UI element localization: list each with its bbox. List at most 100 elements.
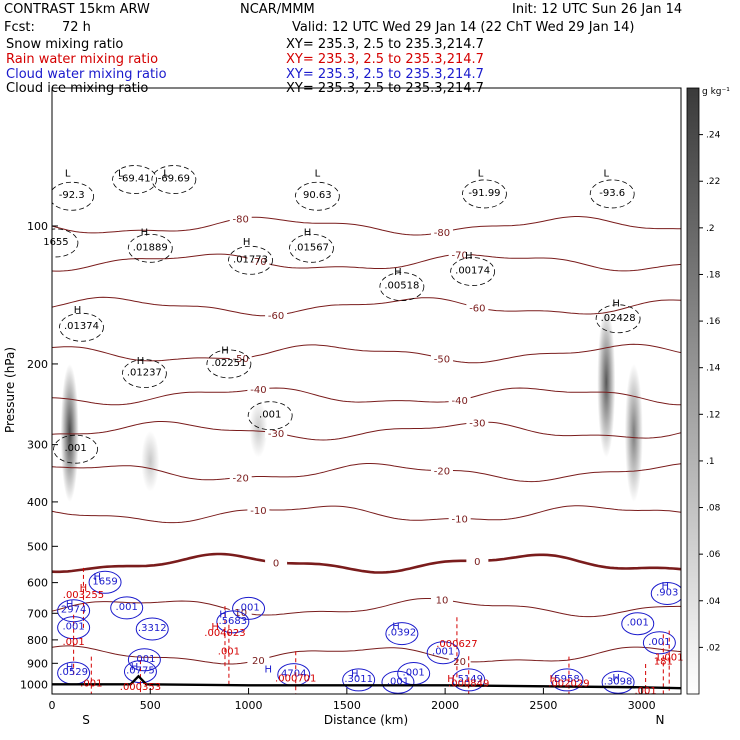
value-annotation: .3098 bbox=[604, 676, 633, 687]
cloud-water-contour bbox=[621, 612, 655, 636]
value-annotation: -69.69 bbox=[158, 174, 190, 185]
temperature-contour-label: -40 bbox=[451, 396, 467, 407]
temperature-label-bg bbox=[430, 464, 453, 476]
high-marker: H bbox=[219, 610, 227, 621]
value-annotation: 181 bbox=[654, 656, 673, 667]
temperature-contour-label: 0 bbox=[474, 557, 480, 568]
field-xy-rain: XY= 235.3, 2.5 to 235.3,214.7 bbox=[286, 52, 484, 67]
temperature-contour-line bbox=[52, 296, 681, 317]
value-annotation: .002029 bbox=[548, 679, 589, 690]
temperature-contour-label: 10 bbox=[234, 608, 247, 619]
snow-shading bbox=[60, 363, 79, 502]
value-annotation: .01889 bbox=[133, 242, 168, 253]
x-tick-label: 2000 bbox=[431, 699, 459, 712]
temperature-contour-label: -70 bbox=[451, 250, 467, 261]
x-tick-label: 0 bbox=[49, 699, 56, 712]
colorbar-tick-label: .16 bbox=[706, 317, 721, 327]
x-tick-label: 1000 bbox=[235, 699, 263, 712]
high-marker: H bbox=[612, 299, 620, 310]
temperature-contour-line bbox=[52, 421, 681, 441]
field-xy-cloud-water: XY= 235.3, 2.5 to 235.3,214.7 bbox=[286, 67, 484, 82]
value-annotation: 1655 bbox=[43, 237, 68, 248]
snow-shading bbox=[249, 400, 268, 458]
high-marker: H bbox=[141, 228, 149, 239]
value-annotation: -69.41 bbox=[118, 174, 150, 185]
temperature-contour-label: 20 bbox=[252, 656, 265, 667]
temperature-contour-label: -20 bbox=[434, 466, 450, 477]
high-marker: H bbox=[351, 669, 359, 680]
temperature-contour-label: -80 bbox=[233, 214, 249, 225]
value-annotation: .000849 bbox=[448, 678, 489, 689]
cloud-water-contour bbox=[650, 581, 681, 605]
temperature-label-bg bbox=[448, 655, 471, 667]
value-annotation: .001 bbox=[634, 686, 656, 697]
high-marker: H bbox=[662, 581, 670, 592]
value-annotation: .01237 bbox=[127, 368, 162, 379]
value-annotation: 1659 bbox=[92, 576, 117, 587]
temperature-contour-label: -20 bbox=[233, 473, 249, 484]
cloud-ice-contour bbox=[589, 179, 635, 209]
value-annotation: 90.63 bbox=[303, 190, 332, 201]
cloud-ice-contour bbox=[379, 272, 425, 302]
temperature-contour-line bbox=[52, 216, 681, 236]
cloud-ice-contour bbox=[289, 233, 334, 263]
temperature-contour-label: -30 bbox=[268, 429, 284, 440]
colorbar-tick-label: .04 bbox=[706, 597, 721, 607]
north-label: N bbox=[656, 713, 665, 727]
x-tick-label: 1500 bbox=[333, 699, 361, 712]
value-annotation: -93.6 bbox=[599, 188, 625, 199]
temperature-contour-label: -30 bbox=[469, 418, 485, 429]
value-annotation: .001 bbox=[627, 618, 649, 629]
y-tick-label: 100 bbox=[27, 220, 48, 233]
colorbar-tick-label: .2 bbox=[706, 224, 715, 234]
temperature-contour-label: -80 bbox=[434, 228, 450, 239]
temperature-contour-label: -50 bbox=[434, 354, 450, 365]
value-annotation: .0392 bbox=[388, 628, 417, 639]
y-tick-label: 300 bbox=[27, 439, 48, 452]
model-title: CONTRAST 15km ARW bbox=[4, 2, 150, 17]
value-annotation: .0529 bbox=[59, 667, 88, 678]
colorbar-tick-label: .14 bbox=[706, 364, 721, 374]
colorbar-tick-label: .06 bbox=[706, 550, 721, 560]
x-tick-label: 3000 bbox=[628, 699, 656, 712]
temperature-contour-line bbox=[52, 387, 681, 406]
cloud-ice-contour bbox=[462, 179, 507, 209]
temperature-contour-line bbox=[52, 552, 681, 574]
high-marker: H bbox=[66, 600, 74, 611]
temperature-contour-label: 10 bbox=[436, 596, 449, 607]
cloud-water-contour bbox=[110, 596, 144, 620]
low-marker: L bbox=[478, 169, 484, 180]
cloud-ice-contour bbox=[121, 359, 167, 388]
cloud-water-contour bbox=[127, 648, 161, 672]
cloud-water-contour bbox=[385, 622, 419, 646]
value-annotation: .3312 bbox=[138, 623, 167, 634]
temperature-contour-line bbox=[52, 463, 681, 483]
y-tick-label: 200 bbox=[27, 358, 48, 371]
value-annotation: -92.3 bbox=[59, 190, 85, 201]
value-annotation: .01773 bbox=[233, 254, 268, 265]
y-tick-label: 600 bbox=[27, 577, 48, 590]
y-tick-label: 800 bbox=[27, 634, 48, 647]
value-annotation: .001 bbox=[648, 637, 670, 648]
cloud-ice-contour bbox=[127, 233, 173, 263]
temperature-label-bg bbox=[448, 512, 471, 524]
cloud-water-contour bbox=[57, 599, 91, 623]
value-annotation: .000353 bbox=[120, 682, 161, 693]
temperature-label-bg bbox=[229, 212, 252, 224]
field-name-rain: Rain water mixing ratio bbox=[6, 52, 159, 67]
temperature-label-bg bbox=[430, 352, 453, 364]
value-annotation: .001 bbox=[432, 647, 454, 658]
value-annotation: 5958 bbox=[554, 674, 579, 685]
value-annotation: .001 bbox=[218, 647, 240, 658]
cloud-water-contour bbox=[342, 668, 376, 692]
cloud-ice-contour bbox=[450, 257, 496, 286]
high-marker: H bbox=[221, 346, 229, 357]
value-annotation: .001 bbox=[237, 602, 259, 613]
high-marker: H bbox=[137, 356, 145, 367]
temperature-contour-label: -50 bbox=[233, 354, 249, 365]
colorbar bbox=[686, 87, 700, 695]
high-marker: H bbox=[304, 228, 312, 239]
colorbar-tick-label: .1 bbox=[706, 457, 715, 467]
value-annotation: .00518 bbox=[384, 281, 419, 292]
value-annotation: .001 bbox=[387, 676, 409, 687]
